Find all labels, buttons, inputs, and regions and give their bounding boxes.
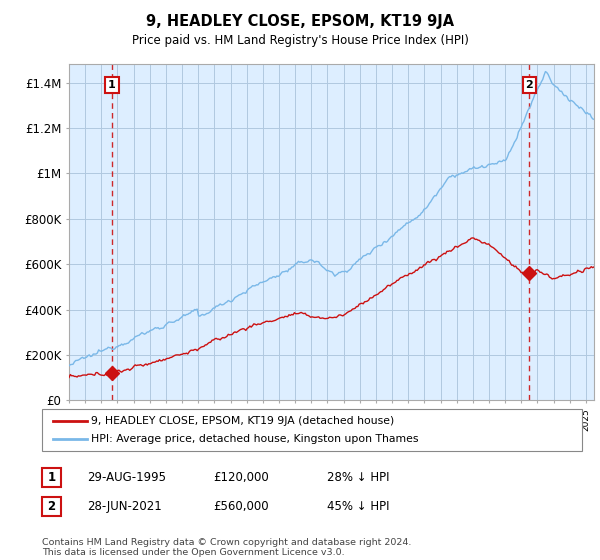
- Text: 45% ↓ HPI: 45% ↓ HPI: [327, 500, 389, 514]
- Text: 1: 1: [47, 470, 56, 484]
- Text: £120,000: £120,000: [213, 470, 269, 484]
- Text: £560,000: £560,000: [213, 500, 269, 514]
- Text: Price paid vs. HM Land Registry's House Price Index (HPI): Price paid vs. HM Land Registry's House …: [131, 34, 469, 46]
- Text: HPI: Average price, detached house, Kingston upon Thames: HPI: Average price, detached house, King…: [91, 434, 419, 444]
- Text: 2: 2: [526, 80, 533, 90]
- Text: 29-AUG-1995: 29-AUG-1995: [87, 470, 166, 484]
- Text: 2: 2: [47, 500, 56, 514]
- Text: 1: 1: [108, 80, 116, 90]
- Text: 9, HEADLEY CLOSE, EPSOM, KT19 9JA (detached house): 9, HEADLEY CLOSE, EPSOM, KT19 9JA (detac…: [91, 416, 394, 426]
- Text: 28-JUN-2021: 28-JUN-2021: [87, 500, 162, 514]
- Text: Contains HM Land Registry data © Crown copyright and database right 2024.
This d: Contains HM Land Registry data © Crown c…: [42, 538, 412, 557]
- Text: 9, HEADLEY CLOSE, EPSOM, KT19 9JA: 9, HEADLEY CLOSE, EPSOM, KT19 9JA: [146, 14, 454, 29]
- Text: 28% ↓ HPI: 28% ↓ HPI: [327, 470, 389, 484]
